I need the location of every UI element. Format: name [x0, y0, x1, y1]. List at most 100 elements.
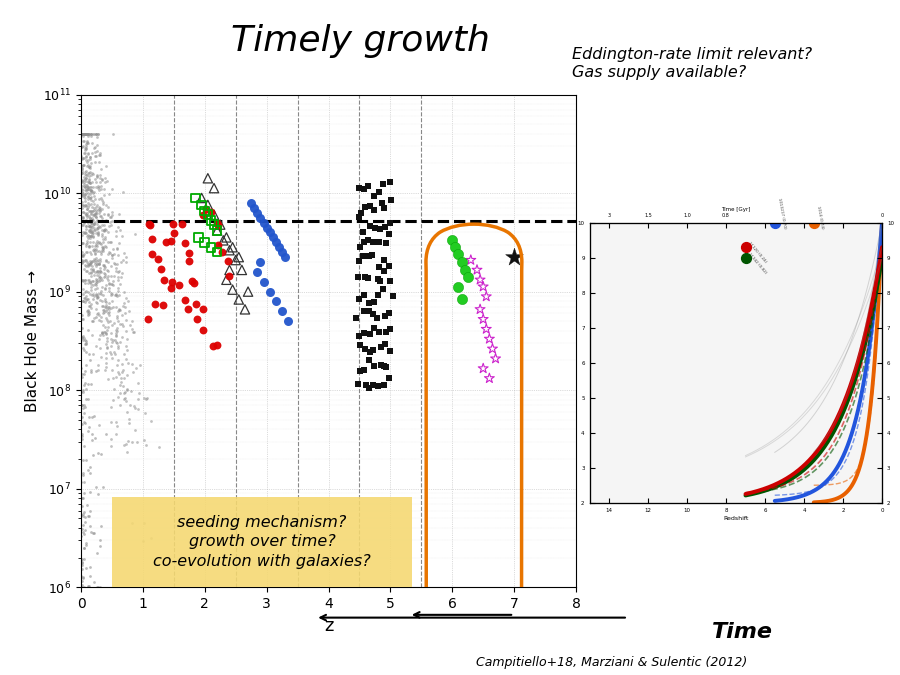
- Point: [87, 279, 102, 290]
- Point: [80, 184, 94, 194]
- Point: [113, 399, 128, 410]
- Point: [86, 228, 100, 239]
- Point: [78, 384, 93, 395]
- Point: [91, 292, 105, 302]
- Point: [77, 248, 92, 259]
- Point: [79, 221, 94, 232]
- Point: [78, 338, 93, 348]
- Point: [371, 381, 385, 392]
- Point: [80, 138, 94, 148]
- Point: [76, 187, 90, 198]
- Point: [108, 231, 122, 242]
- Point: [91, 221, 105, 232]
- Point: [101, 227, 115, 238]
- Point: [190, 313, 204, 324]
- Point: [112, 305, 126, 316]
- Point: [99, 300, 113, 310]
- Point: [86, 231, 100, 242]
- Point: [76, 131, 91, 142]
- Point: [114, 231, 129, 242]
- Point: [81, 304, 95, 315]
- Point: [95, 204, 110, 215]
- Point: [90, 447, 104, 458]
- Point: [131, 378, 146, 389]
- Point: [128, 228, 142, 239]
- Point: [362, 298, 376, 308]
- Point: [75, 200, 89, 211]
- Point: [75, 161, 89, 171]
- Point: [353, 340, 367, 350]
- Point: [87, 269, 102, 280]
- Point: [89, 303, 104, 314]
- Point: [78, 540, 93, 551]
- Point: [120, 315, 134, 326]
- Point: [99, 361, 113, 372]
- Point: [98, 284, 112, 294]
- Point: [81, 148, 95, 159]
- Point: [85, 177, 99, 188]
- Point: [79, 139, 94, 150]
- Point: [90, 200, 104, 211]
- Point: [114, 310, 129, 321]
- Point: [82, 275, 96, 286]
- Point: [84, 184, 98, 195]
- Point: [75, 141, 89, 152]
- Point: [84, 227, 98, 238]
- Point: [82, 422, 96, 433]
- Point: [75, 333, 89, 344]
- Point: [93, 148, 107, 159]
- Point: [100, 333, 114, 344]
- Point: [106, 244, 121, 254]
- Point: [93, 156, 107, 167]
- Point: [92, 220, 106, 231]
- Point: [89, 276, 104, 287]
- Point: [76, 284, 91, 294]
- Point: [75, 184, 89, 194]
- Point: [109, 266, 123, 277]
- Point: [83, 151, 97, 162]
- Point: [454, 294, 469, 305]
- Point: [76, 250, 91, 261]
- Point: [128, 425, 142, 436]
- Point: [91, 228, 105, 239]
- Point: [77, 199, 92, 210]
- Point: [101, 265, 115, 276]
- Point: [82, 206, 96, 217]
- Point: [76, 128, 91, 139]
- Point: [104, 250, 119, 261]
- Point: [79, 157, 94, 167]
- Point: [88, 256, 103, 267]
- Point: [76, 255, 91, 266]
- Point: [91, 230, 105, 240]
- Point: [364, 200, 378, 211]
- Point: [75, 575, 89, 586]
- Point: [92, 315, 106, 325]
- Point: [102, 297, 116, 308]
- Point: [88, 252, 103, 263]
- Point: [91, 180, 105, 191]
- Point: [109, 288, 123, 299]
- Point: [98, 254, 113, 265]
- Point: [79, 394, 94, 405]
- Point: [85, 256, 99, 267]
- Point: [84, 158, 98, 169]
- Point: [378, 238, 392, 248]
- Point: [74, 363, 88, 374]
- Point: [489, 353, 503, 364]
- Point: [212, 240, 226, 250]
- Point: [83, 192, 97, 203]
- Point: [101, 209, 115, 220]
- Point: [88, 208, 103, 219]
- Point: [76, 200, 91, 211]
- Point: [85, 223, 99, 234]
- Point: [354, 207, 368, 218]
- Point: [177, 294, 192, 305]
- Point: [201, 209, 215, 220]
- Point: [77, 287, 92, 298]
- Point: [83, 236, 97, 247]
- Point: [95, 231, 110, 242]
- Point: [81, 193, 95, 204]
- Point: [76, 128, 90, 139]
- Point: [78, 200, 93, 211]
- Point: [95, 246, 110, 256]
